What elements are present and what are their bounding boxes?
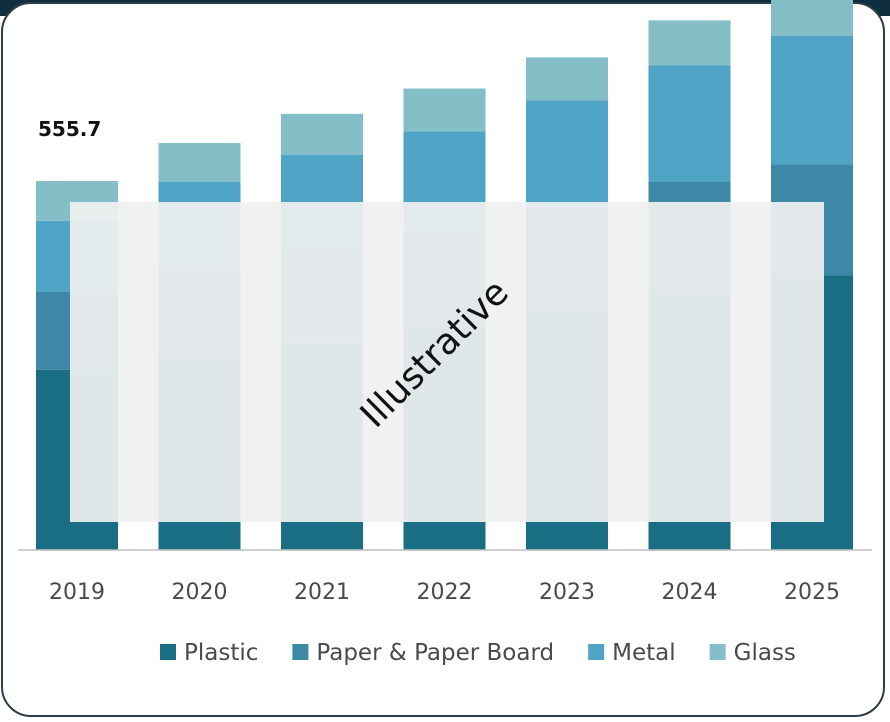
x-tick-label: 2023: [539, 580, 595, 605]
bar-segment-2022-s3: [403, 88, 486, 132]
bar-segment-2025-s3: [771, 0, 853, 36]
legend-label-s2: Metal: [612, 640, 676, 666]
legend-label-s0: Plastic: [184, 640, 258, 666]
bar-segment-2024-s2: [648, 65, 731, 182]
legend-swatch-s0: [160, 644, 176, 660]
annotation-label: 555.7: [38, 117, 101, 141]
legend-swatch-s3: [709, 644, 726, 660]
bar-segment-2020-s3: [158, 143, 241, 182]
bar-segment-2023-s3: [526, 57, 608, 101]
x-tick-labels: 2019 2020 2021 2022 2023 2024 2025: [49, 580, 840, 605]
bar-segment-2024-s3: [648, 20, 731, 66]
x-tick-label: 2024: [662, 580, 718, 605]
x-tick-label: 2019: [49, 580, 105, 605]
x-tick-label: 2021: [294, 580, 350, 605]
x-tick-label: 2020: [172, 580, 228, 605]
bar-segment-2023-s2: [526, 100, 608, 208]
bar-segment-2025-s2: [771, 35, 853, 165]
x-tick-label: 2022: [417, 580, 473, 605]
legend-label-s1: Paper & Paper Board: [316, 640, 554, 666]
bar-segment-2021-s3: [281, 113, 363, 155]
x-tick-label: 2025: [784, 580, 840, 605]
legend-swatch-s1: [292, 644, 309, 660]
legend-swatch-s2: [588, 644, 605, 660]
legend: Plastic Paper & Paper Board Metal Glass: [160, 640, 796, 666]
legend-label-s3: Glass: [734, 640, 796, 666]
illustrative-overlay: [70, 202, 824, 522]
